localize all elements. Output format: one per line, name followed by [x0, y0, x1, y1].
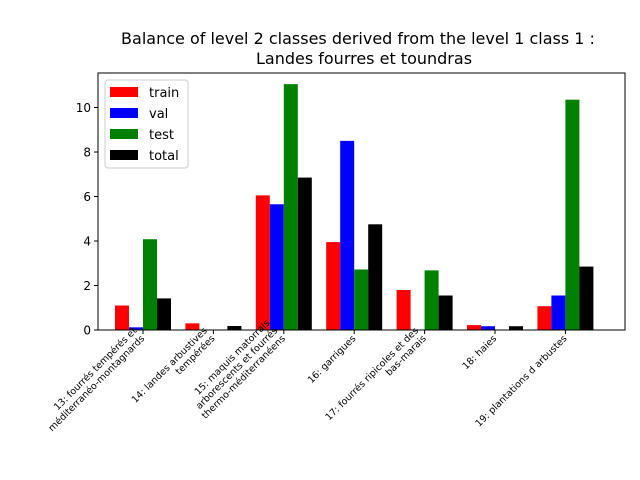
bar-train-2 [255, 195, 270, 330]
bar-total-3 [368, 224, 383, 330]
bar-test-0 [143, 239, 157, 330]
x-axis: 13: fourrés tempérés etméditerranéo-mont… [46, 318, 569, 434]
bar-total-1 [227, 325, 242, 330]
y-tick-label-5: 10 [76, 101, 91, 115]
bars-group [115, 84, 594, 330]
legend: train val test total [104, 79, 189, 169]
x-tick-label-4-0: 17: fourrés ripicoles et des [323, 326, 421, 424]
y-axis: 0 2 4 6 8 10 [76, 101, 98, 338]
y-tick-label-2: 4 [83, 234, 91, 248]
bar-total-2 [297, 177, 312, 330]
bar-total-4 [438, 295, 453, 330]
chart-title-line-2: Landes fourres et toundras [256, 49, 472, 68]
legend-box [104, 79, 189, 169]
y-tick-label-1: 2 [83, 279, 91, 293]
bar-train-4 [396, 289, 411, 330]
bar-val-5 [481, 326, 495, 330]
y-tick-label-4: 8 [83, 145, 91, 159]
bar-test-6 [565, 99, 580, 330]
bar-test-2 [283, 84, 298, 330]
bar-val-2 [269, 204, 284, 330]
chart-title-line-1: Balance of level 2 classes derived from … [121, 29, 595, 48]
legend-label-train: train [149, 86, 179, 101]
x-tick-label-5-0: 18: haies [461, 333, 500, 372]
y-tick-label-0: 0 [83, 324, 91, 338]
bar-train-5 [467, 325, 481, 330]
x-tick-label-0-1: méditerranéo-montagnards [46, 333, 147, 434]
bar-test-3 [354, 269, 369, 330]
legend-swatch-total [110, 150, 138, 160]
bar-test-4 [424, 270, 439, 330]
y-tick-label-3: 6 [83, 190, 91, 204]
bar-train-6 [537, 306, 552, 330]
bar-val-6 [551, 295, 566, 330]
plot-frame [97, 72, 626, 331]
bar-total-0 [157, 298, 171, 330]
legend-swatch-val [110, 108, 138, 118]
legend-swatch-train [110, 87, 138, 97]
bar-train-0 [115, 305, 129, 330]
legend-label-test: test [149, 128, 174, 143]
x-tick-label-0-0: 13: fourrés tempérés et [52, 325, 140, 413]
bar-train-3 [326, 242, 341, 330]
bar-train-1 [185, 323, 200, 330]
x-tick-label-3-0: 16: garrigues [306, 333, 359, 386]
bar-val-3 [340, 140, 355, 330]
legend-swatch-test [110, 129, 138, 139]
legend-label-total: total [149, 149, 179, 164]
bar-total-5 [509, 326, 523, 330]
legend-label-val: val [149, 107, 168, 122]
bar-total-6 [579, 266, 594, 330]
bar-val-0 [129, 327, 143, 330]
